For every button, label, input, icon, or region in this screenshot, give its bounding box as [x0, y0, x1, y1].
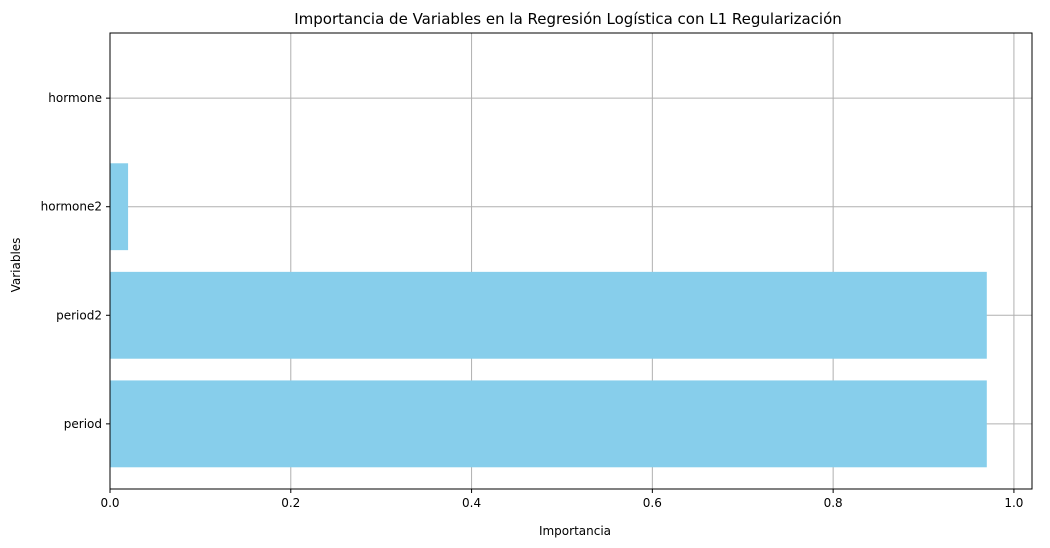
- x-axis-label: Importancia: [539, 524, 611, 538]
- y-axis-label: Variables: [9, 238, 23, 293]
- bar-hormone2: [110, 163, 129, 251]
- x-tick-label: 0.6: [643, 496, 662, 510]
- y-tick-label: period: [64, 417, 102, 431]
- bar-period: [110, 380, 987, 468]
- x-tick-label: 0.0: [100, 496, 119, 510]
- bar-layer: [110, 163, 987, 468]
- x-tick-label: 1.0: [1004, 496, 1023, 510]
- x-tick-label: 0.8: [824, 496, 843, 510]
- bar-period2: [110, 271, 987, 359]
- y-tick-label: period2: [56, 308, 102, 322]
- plot-frame: [109, 32, 1033, 490]
- chart-title: Importancia de Variables en la Regresión…: [294, 10, 842, 28]
- y-tick-label: hormone: [48, 91, 102, 105]
- x-tick-label: 0.4: [462, 496, 481, 510]
- y-ticks: period period2 hormone2 hormone: [41, 91, 110, 431]
- x-tick-label: 0.2: [281, 496, 300, 510]
- x-ticks: 0.0 0.2 0.4 0.6 0.8 1.0: [100, 489, 1023, 510]
- y-tick-label: hormone2: [41, 200, 102, 214]
